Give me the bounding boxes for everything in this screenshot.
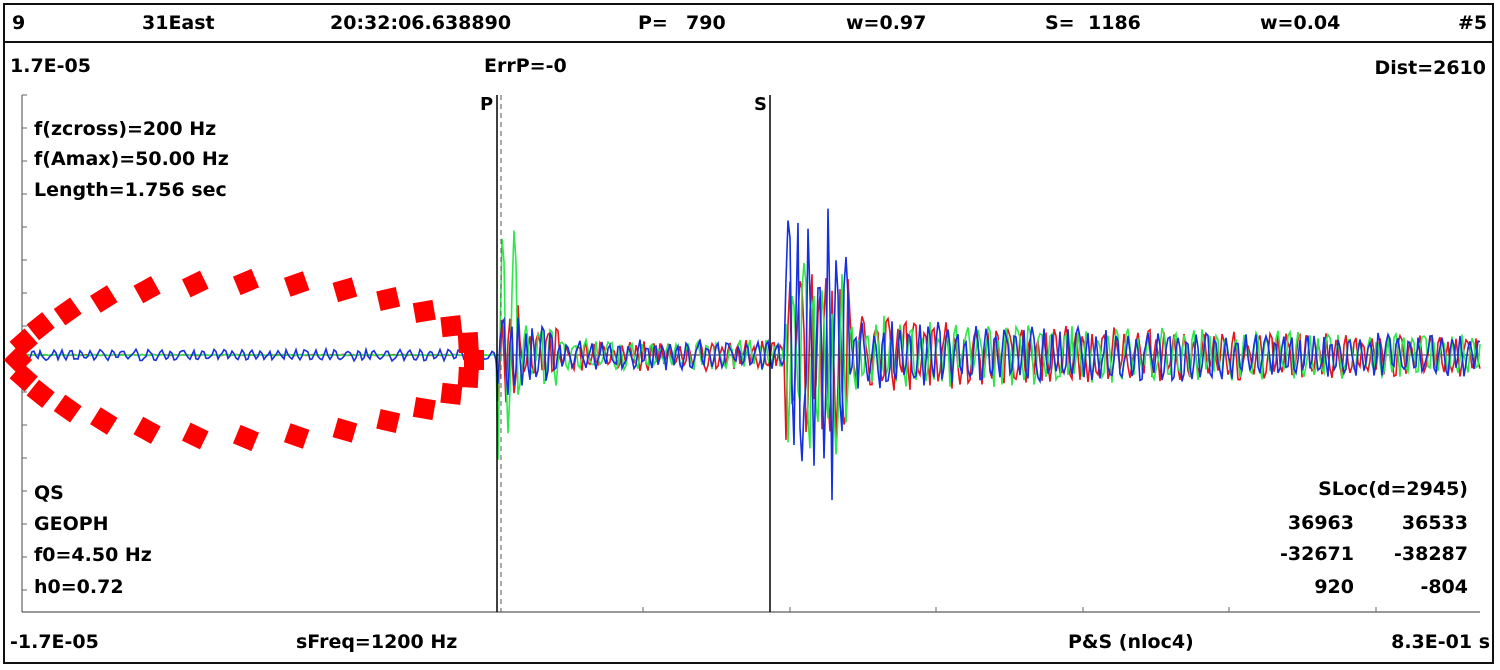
time-ticks [496, 607, 1377, 612]
highlight-dot [181, 270, 209, 298]
sloc-cell: 36963 [1287, 512, 1354, 534]
highlight-dot [232, 268, 260, 296]
location-method: P&S (nloc4) [1068, 631, 1194, 653]
highlight-dot [376, 287, 401, 311]
sloc-cell: -38287 [1394, 543, 1468, 565]
channel-number: 9 [12, 12, 26, 34]
highlight-dot [53, 394, 82, 423]
highlight-dot [457, 332, 479, 354]
highlight-dot [412, 397, 436, 421]
p-pick-value: 790 [686, 12, 726, 34]
highlight-dot [376, 409, 401, 433]
sloc-cell: -804 [1420, 576, 1468, 598]
s-pick-weight: w=0.04 [1260, 12, 1341, 34]
highlight-dot [53, 297, 82, 326]
trace-length: Length=1.756 sec [34, 179, 227, 201]
zero-cross-frequency: f(zcross)=200 Hz [34, 118, 217, 140]
highlight-dot [26, 312, 55, 341]
p-pick-label: P= [638, 12, 668, 34]
sloc-cell: 920 [1314, 576, 1354, 598]
highlight-dot [464, 350, 484, 370]
sloc-cell: 36533 [1401, 512, 1468, 534]
s-pick-value: 1186 [1088, 12, 1141, 34]
sensor-type: QS [34, 482, 64, 504]
amax-frequency: f(Amax)=50.00 Hz [34, 148, 229, 170]
amplitude-max-label: 1.7E-05 [10, 55, 91, 77]
highlight-dot [90, 285, 118, 313]
highlight-dot [283, 423, 310, 449]
highlight-dot [332, 417, 358, 443]
distance-label: Dist=2610 [1374, 57, 1486, 79]
trace-series-blue [21, 208, 1481, 501]
noise-window-highlight [3, 268, 484, 452]
sloc-cell: -32671 [1280, 543, 1354, 565]
component-name: 31East [142, 12, 215, 34]
sensor-f0: f0=4.50 Hz [34, 544, 152, 566]
sensor-kind: GEOPH [34, 513, 109, 535]
p-pick-marker: P [480, 94, 493, 115]
highlight-dot [440, 382, 463, 405]
sensor-h0: h0=0.72 [34, 576, 124, 598]
trace-header [3, 3, 1494, 43]
sloc-title: SLoc(d=2945) [1318, 478, 1468, 500]
highlight-dot [332, 277, 358, 303]
trace-series-green [21, 230, 1481, 460]
trace-series-red [21, 274, 1481, 440]
highlight-dot [440, 315, 463, 338]
highlight-dot [457, 366, 479, 388]
trace-index: #5 [1458, 12, 1488, 34]
sampling-frequency: sFreq=1200 Hz [296, 631, 458, 653]
highlight-dot [181, 422, 209, 450]
highlight-dot [9, 328, 38, 357]
p-error-label: ErrP=-0 [484, 55, 567, 77]
highlight-dot [412, 299, 436, 323]
highlight-dot [133, 276, 161, 304]
highlight-dot [232, 424, 260, 452]
trace-start-time: 20:32:06.638890 [330, 12, 512, 34]
p-pick-weight: w=0.97 [846, 12, 927, 34]
s-pick-marker: S [754, 94, 767, 115]
highlight-dot [283, 271, 310, 297]
amplitude-min-label: -1.7E-05 [10, 631, 99, 653]
s-pick-label: S= [1045, 12, 1075, 34]
highlight-dot [133, 416, 161, 444]
highlight-dot [90, 407, 118, 435]
highlight-dot [26, 379, 55, 408]
time-scale: 8.3E-01 s [1391, 631, 1490, 653]
